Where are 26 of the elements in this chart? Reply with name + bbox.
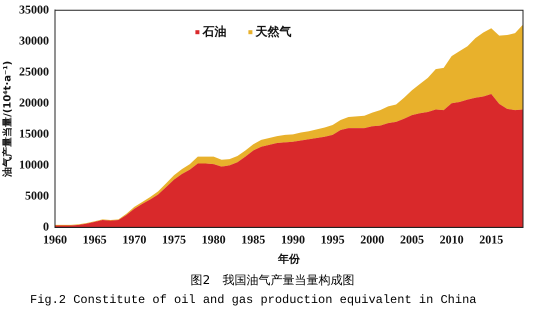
legend-label: 石油 [201,24,226,38]
x-tick-label: 1960 [43,232,67,247]
y-tick-label: 25000 [19,64,49,78]
y-tick-label: 0 [43,219,49,234]
x-tick-label: 2010 [440,232,464,247]
x-tick-label: 1980 [202,232,226,247]
x-tick-label: 1975 [162,232,186,247]
x-tick-label: 2015 [479,232,504,247]
y-tick-label: 10000 [19,157,49,172]
x-tick-label: 1995 [320,232,345,247]
x-tick-label: 1970 [122,232,146,247]
x-tick-label: 1990 [280,232,305,247]
x-tick-label: 2005 [400,232,424,247]
x-tick-label: 1985 [241,232,266,247]
x-tick-label: 1965 [82,232,107,247]
caption: Fig.2 Constitute of oil and gas production equivalent in China [30,293,478,307]
y-tick-label: 15000 [19,126,49,140]
text: 图2 我国油气产量当量构成图 [190,272,356,289]
y-tick-label: 5000 [25,188,49,202]
y-tick-label: 30000 [19,33,49,48]
y-axis-title: 油气产量当量/(10⁴t·a⁻¹) [2,60,14,178]
y-tick-label: 35000 [19,2,49,16]
legend-label: 天然气 [254,24,292,38]
y-tick-label: 20000 [19,95,49,110]
x-tick-label: 2000 [360,232,384,247]
x-axis-title: 年份 [277,252,301,266]
